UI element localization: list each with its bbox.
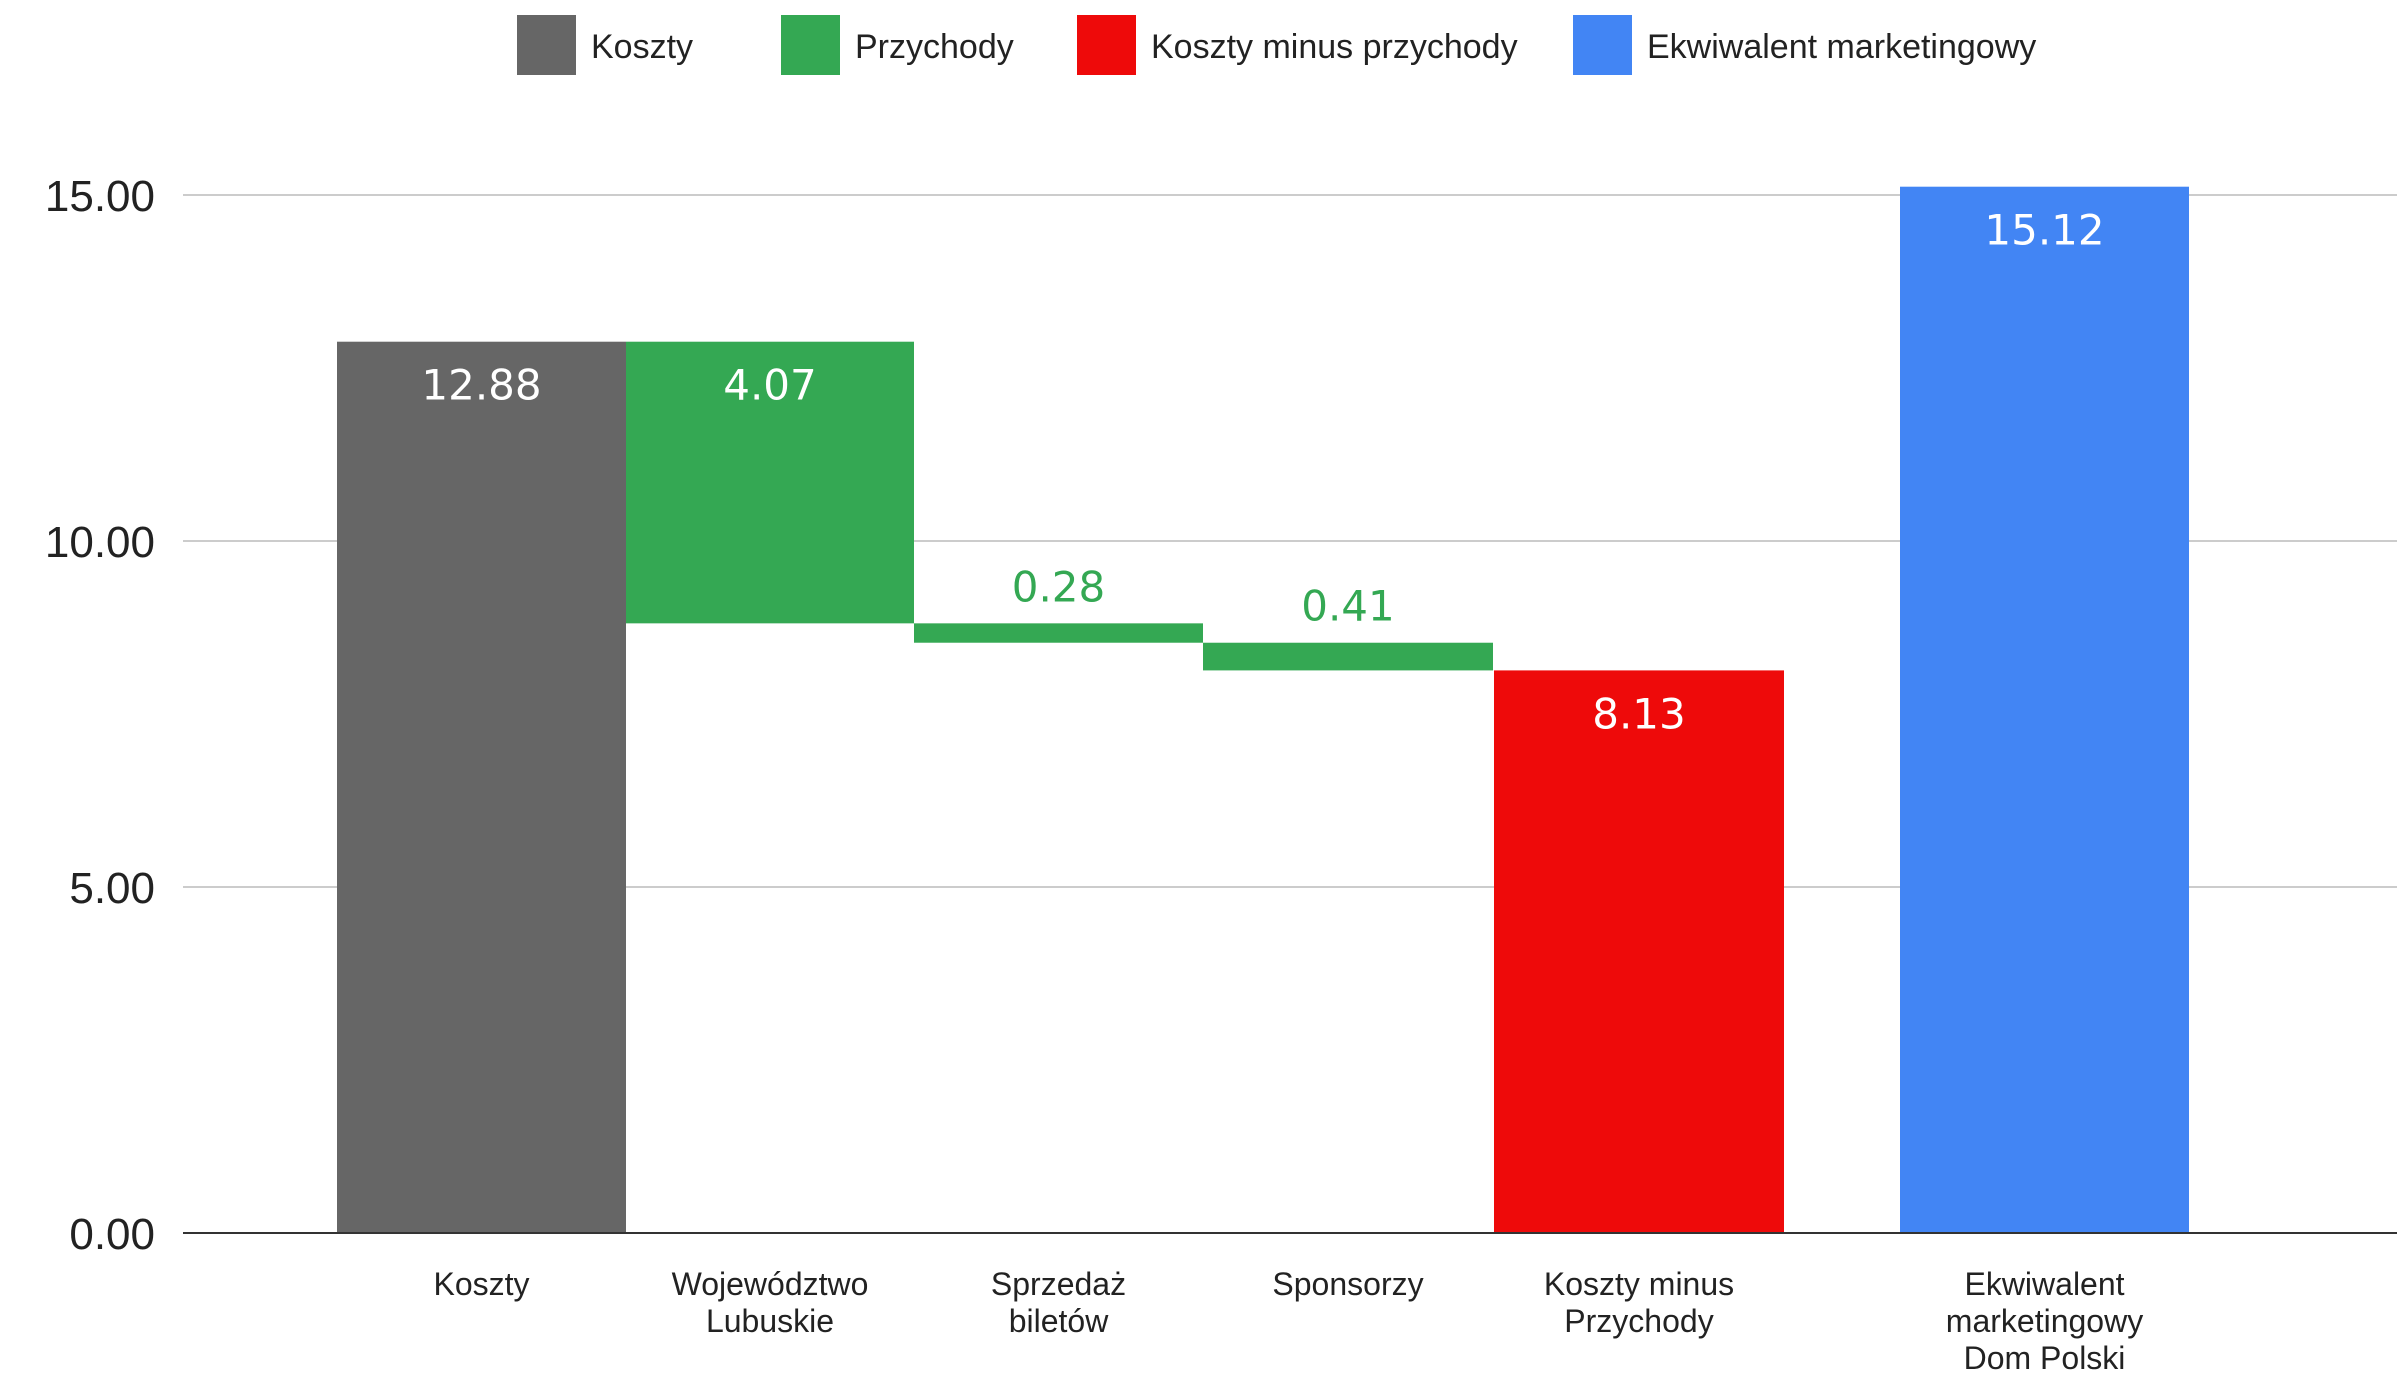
y-tick-label: 0.00 — [69, 1210, 155, 1259]
legend-swatch-koszty — [517, 15, 576, 75]
bar-5 — [1494, 670, 1784, 1233]
legend-swatch-koszty-minus-przychody — [1077, 15, 1136, 75]
x-category-label: Koszty — [433, 1266, 529, 1302]
x-category-label: Dom Polski — [1964, 1340, 2126, 1375]
x-category-label: Lubuskie — [706, 1303, 834, 1339]
legend-label-przychody: Przychody — [855, 28, 1014, 66]
bar-value-label: 12.88 — [421, 361, 541, 410]
x-category-label: Województwo — [672, 1266, 869, 1302]
bar-2 — [626, 341, 914, 624]
x-category-label: Sprzedaż — [991, 1266, 1126, 1302]
y-axis: 0.00 5.00 10.00 15.00 — [45, 172, 155, 1259]
bars: 12.88 4.07 0.28 0.41 8.13 15.12 — [337, 186, 2189, 1234]
x-category-label: Ekwiwalent — [1964, 1266, 2124, 1302]
x-category-label: Przychody — [1564, 1303, 1713, 1339]
y-tick-label: 15.00 — [45, 172, 155, 221]
legend-label-koszty-minus-przychody: Koszty minus przychody — [1151, 28, 1518, 66]
y-tick-label: 5.00 — [69, 864, 155, 913]
bar-3 — [914, 623, 1203, 643]
x-category-label: biletów — [1009, 1303, 1110, 1339]
bar-1 — [337, 341, 626, 1234]
y-tick-label: 10.00 — [45, 518, 155, 567]
legend: Koszty Przychody Koszty minus przychody Ekw… — [517, 15, 2036, 75]
x-category-label: marketingowy — [1946, 1303, 2143, 1339]
legend-swatch-ekwiwalent-marketingowy — [1573, 15, 1632, 75]
bar-4 — [1203, 642, 1493, 671]
bar-value-label: 15.12 — [1984, 206, 2104, 255]
bar-value-label: 8.13 — [1592, 689, 1686, 738]
bar-value-label: 0.28 — [1012, 562, 1106, 611]
bar-value-label: 4.07 — [723, 361, 817, 410]
x-category-label: Koszty minus — [1544, 1266, 1734, 1302]
bar-value-label: 0.41 — [1301, 582, 1395, 631]
x-category-label: Sponsorzy — [1272, 1266, 1423, 1302]
legend-swatch-przychody — [781, 15, 840, 75]
bar-6 — [1900, 186, 2189, 1233]
legend-label-koszty: Koszty — [591, 28, 693, 66]
legend-label-ekwiwalent-marketingowy: Ekwiwalent marketingowy — [1647, 28, 2036, 66]
